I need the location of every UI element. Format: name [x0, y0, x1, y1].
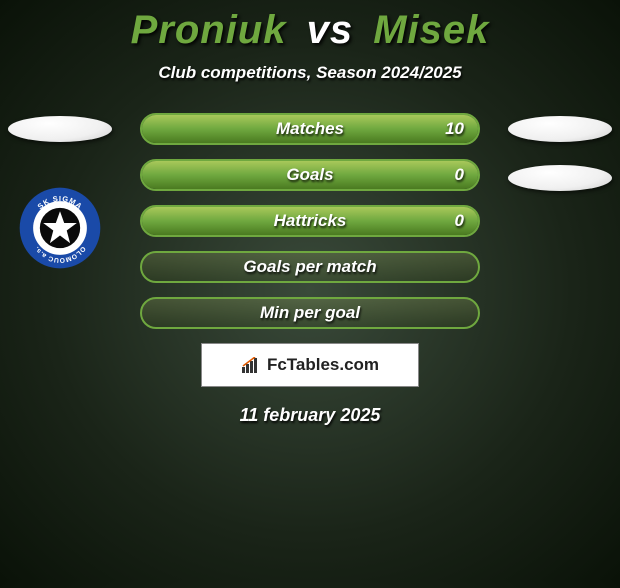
stat-bar: Goals per match: [140, 251, 480, 283]
fctables-watermark[interactable]: FcTables.com: [201, 343, 419, 387]
stat-bar: Goals 0: [140, 159, 480, 191]
player2-badge-placeholder: [508, 116, 612, 142]
stat-label: Goals per match: [142, 257, 478, 277]
player2-badge-placeholder-2: [508, 165, 612, 191]
stat-row-min-per-goal: Min per goal: [0, 297, 620, 329]
subtitle: Club competitions, Season 2024/2025: [0, 63, 620, 83]
date-text: 11 february 2025: [0, 405, 620, 426]
bar-chart-icon: [241, 357, 261, 373]
vs-text: vs: [307, 8, 354, 52]
player2-name: Misek: [373, 8, 489, 52]
club-badge-icon: SK SIGMA OLOMOUC a.s.: [18, 186, 102, 270]
stat-row-matches: Matches 10: [0, 113, 620, 145]
stat-value: 0: [455, 211, 464, 231]
stat-value: 0: [455, 165, 464, 185]
fctables-text: FcTables.com: [267, 355, 379, 375]
stat-value: 10: [445, 119, 464, 139]
player1-badge-placeholder: [8, 116, 112, 142]
stat-bar: Hattricks 0: [140, 205, 480, 237]
comparison-title: Proniuk vs Misek: [0, 8, 620, 53]
stat-label: Min per goal: [142, 303, 478, 323]
club-badge-sigma-olomouc: SK SIGMA OLOMOUC a.s.: [18, 186, 102, 270]
player1-name: Proniuk: [131, 8, 287, 52]
stat-bar: Matches 10: [140, 113, 480, 145]
stat-bar: Min per goal: [140, 297, 480, 329]
